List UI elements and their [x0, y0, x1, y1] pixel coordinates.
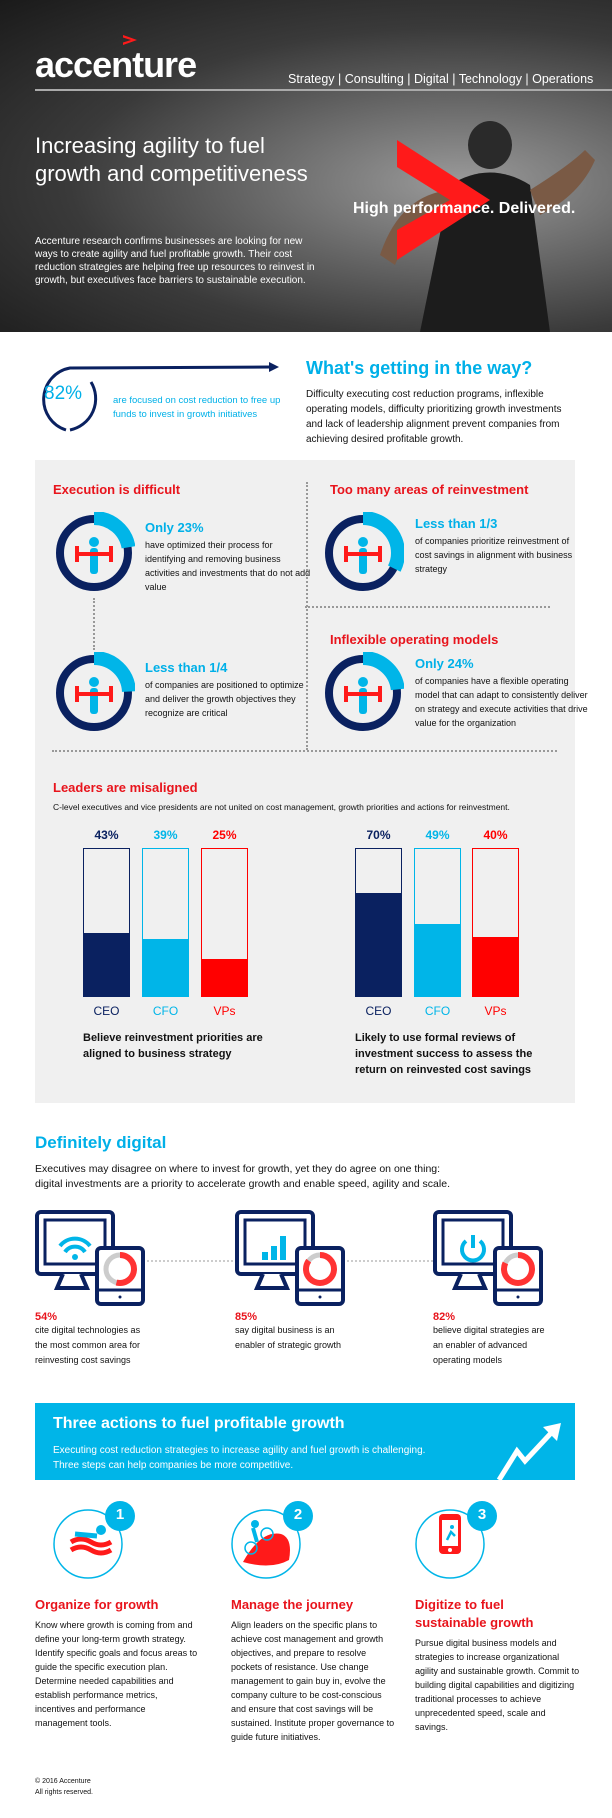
- copyright: © 2016 Accenture: [35, 1778, 91, 1785]
- actions-banner: Three actions to fuel profitable growth …: [35, 1403, 575, 1480]
- digital-stat-text: cite digital technologies as the most co…: [35, 1325, 141, 1365]
- bar-fill: [356, 893, 401, 996]
- intro-text: Accenture research confirms businesses a…: [35, 236, 315, 286]
- chart-caption: Likely to use formal reviews of investme…: [355, 1032, 533, 1076]
- donut-balance-icon: [322, 652, 404, 734]
- digital-stat-text: say digital business is an enabler of st…: [235, 1325, 342, 1350]
- action-text: Know where growth is coming from and def…: [35, 1620, 198, 1728]
- digital-stat: 82%: [433, 1311, 456, 1323]
- barriers-title: What's getting in the way?: [306, 358, 533, 378]
- chart-caption: Believe reinvestment priorities are alig…: [83, 1032, 263, 1060]
- divider: [306, 482, 308, 750]
- logo: accenture: [35, 44, 197, 85]
- bar-fill: [84, 932, 129, 996]
- stat-text: have optimized their process for identif…: [145, 540, 311, 592]
- smartphone-runner-icon: [415, 1501, 497, 1579]
- bar: [142, 848, 189, 997]
- digital-stat-item: 85% say digital business is an enabler o…: [235, 1210, 375, 1353]
- divider: [52, 750, 557, 752]
- bar: [472, 848, 519, 997]
- digital-stat: 85%: [235, 1311, 258, 1323]
- digital-stat: 54%: [35, 1311, 58, 1323]
- hero-banner: accenture Strategy | Consulting | Digita…: [0, 0, 612, 332]
- arrow-circle-icon: [42, 362, 279, 432]
- divider: [305, 606, 550, 608]
- digital-stat-text: believe digital strategies are an enable…: [433, 1325, 545, 1365]
- slogan: High performance. Delivered.: [353, 200, 576, 217]
- power-icon: [460, 1235, 486, 1263]
- accenture-chevron-icon: [397, 140, 490, 260]
- leaders-subtitle: C-level executives and vice presidents a…: [53, 802, 510, 812]
- page-title: Increasing agility to fuel growth and co…: [35, 133, 308, 186]
- stat-text: of companies have a flexible operating m…: [415, 676, 588, 728]
- bar: [355, 848, 402, 997]
- monitor-tablet-icon: [35, 1210, 145, 1306]
- bar-value-label: 25%: [212, 828, 237, 842]
- execution-title: Execution is difficult: [53, 482, 181, 497]
- bar: [414, 848, 461, 997]
- reinvestment-title: Too many areas of reinvestment: [330, 482, 529, 497]
- challenges-panel: Execution is difficult Only 23% have opt…: [35, 460, 588, 1103]
- wifi-icon: [58, 1236, 92, 1260]
- digital-text: Executives may disagree on where to inve…: [35, 1163, 450, 1190]
- bar: [83, 848, 130, 997]
- bar-fill: [202, 959, 247, 996]
- step-number-badge: 3: [477, 1506, 487, 1523]
- bar-value-label: 43%: [94, 828, 119, 842]
- actions-text: Executing cost reduction strategies to i…: [53, 1445, 426, 1471]
- step-number-badge: 1: [115, 1506, 125, 1523]
- focus-text: are focused on cost reduction to free up…: [113, 395, 281, 420]
- donut-weightlifter-icon: [53, 512, 135, 594]
- bar-category-label: VPs: [213, 1004, 236, 1018]
- stat: Less than 1/4: [145, 660, 228, 675]
- actions-title: Three actions to fuel profitable growth: [53, 1415, 345, 1432]
- bar: [201, 848, 248, 997]
- stat-text: of companies are positioned to optimize …: [145, 680, 304, 718]
- barriers-text: Difficulty executing cost reduction prog…: [306, 389, 562, 445]
- action-title: Digitize to fuel sustainable growth: [415, 1597, 534, 1630]
- bar-chart-icon: [262, 1236, 286, 1260]
- bar-value-label: 49%: [425, 828, 450, 842]
- divider: [35, 89, 612, 91]
- leaders-title: Leaders are misaligned: [53, 780, 198, 795]
- bar-fill: [415, 923, 460, 996]
- runner-image: [380, 121, 595, 332]
- bar-value-label: 39%: [153, 828, 178, 842]
- donut-tug-of-war-icon: [322, 512, 404, 594]
- focus-stat: 82%: [44, 383, 83, 404]
- bar-fill: [143, 938, 188, 996]
- stat: Only 23%: [145, 520, 204, 535]
- stat-text: of companies prioritize reinvestment of …: [415, 536, 573, 574]
- digital-stat-item: 82% believe digital strategies are an en…: [433, 1210, 573, 1368]
- bar-value-label: 40%: [483, 828, 508, 842]
- action-title: Manage the journey: [231, 1597, 354, 1612]
- bar-category-label: CEO: [365, 1004, 392, 1018]
- cyclist-icon: [231, 1501, 313, 1579]
- logo-chevron-icon: [123, 35, 137, 45]
- operating-title: Inflexible operating models: [330, 632, 499, 647]
- bar-category-label: CFO: [152, 1004, 179, 1018]
- tagline: Strategy | Consulting | Digital | Techno…: [288, 72, 594, 86]
- swimmer-icon: [53, 1501, 135, 1579]
- stat: Only 24%: [415, 656, 474, 671]
- monitor-tablet-icon: [433, 1210, 543, 1306]
- bar-category-label: CEO: [93, 1004, 120, 1018]
- action-text: Align leaders on the specific plans to a…: [231, 1620, 395, 1742]
- divider: [93, 598, 95, 650]
- step-number-badge: 2: [293, 1506, 303, 1523]
- rights: All rights reserved.: [35, 1789, 93, 1796]
- monitor-tablet-icon: [235, 1210, 345, 1306]
- bar-value-label: 70%: [366, 828, 391, 842]
- bar-fill: [473, 937, 518, 996]
- stat: Less than 1/3: [415, 516, 498, 531]
- bar-category-label: VPs: [484, 1004, 507, 1018]
- donut-weightlifter-icon: [53, 652, 135, 734]
- action-title: Organize for growth: [35, 1597, 159, 1612]
- bar-category-label: CFO: [424, 1004, 451, 1018]
- footer: © 2016 Accenture All rights reserved.: [35, 1776, 93, 1798]
- digital-title: Definitely digital: [35, 1133, 167, 1152]
- digital-stat-item: 54% cite digital technologies as the mos…: [35, 1210, 175, 1368]
- action-text: Pursue digital business models and strat…: [415, 1638, 580, 1732]
- growth-arrow-icon: [496, 1423, 561, 1480]
